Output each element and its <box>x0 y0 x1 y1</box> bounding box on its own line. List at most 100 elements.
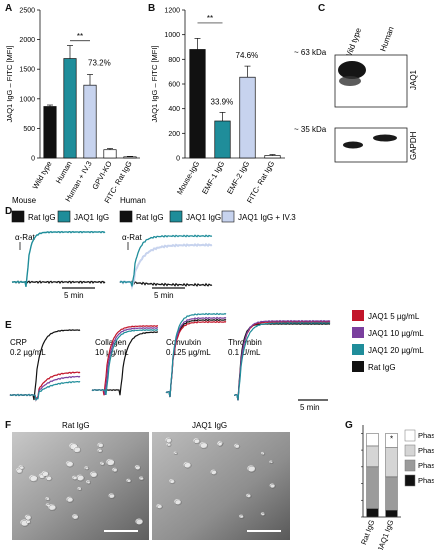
legend-label-rat-igg: Rat IgG <box>28 213 56 222</box>
platelet-shadow <box>100 462 105 466</box>
platelet-shadow <box>73 447 82 454</box>
platelet-shadow <box>193 438 201 445</box>
x-tick-label: EMF-2 IgG <box>225 159 251 195</box>
percent-label: 73.2% <box>88 59 111 68</box>
y-tick-label: 2500 <box>19 8 35 15</box>
panel-letter-g: G <box>345 420 353 431</box>
bar <box>123 156 137 159</box>
panel-letter-e: E <box>5 320 12 331</box>
bar <box>264 155 281 159</box>
y-tick-label: 1500 <box>19 67 35 74</box>
panel-letter-d: D <box>5 206 13 217</box>
y-tick-label: 0 <box>176 156 180 163</box>
x-tick-label: JAQ1 IgG <box>376 518 396 550</box>
platelet-shadow <box>86 480 92 485</box>
trace-convulxin-jaq1-5 <box>165 320 227 398</box>
panel-e-aggregation-traces: CRP 0.2 µg/mL Collagen 10 µg/mL Convulxi… <box>9 310 424 412</box>
platelet-shadow <box>135 519 144 526</box>
legend-swatch <box>404 444 416 457</box>
platelet-shadow <box>239 515 245 519</box>
trace-human-jaq1-igg <box>119 234 213 287</box>
platelet-jaq1 <box>173 451 177 455</box>
blot-label-jaq1: JAQ1 <box>409 69 418 90</box>
significance-stars: ** <box>77 32 83 41</box>
legend-label: Phase 3 <box>418 446 434 455</box>
panel-letter-c: C <box>318 3 326 14</box>
blot-band-gapdh-human <box>373 134 397 142</box>
platelet-shadow <box>184 462 192 469</box>
platelet-shadow <box>135 465 142 471</box>
x-tick-label: Mouse-IgG <box>175 159 201 196</box>
platelet-shadow <box>246 494 252 499</box>
bar <box>214 120 231 159</box>
y-tick-label: 600 <box>168 82 180 89</box>
legend-swatch-human-rat-igg <box>119 210 133 223</box>
legend-label-human-rat-igg: Rat IgG <box>136 213 164 222</box>
legend-label: Phase 2 <box>418 461 434 470</box>
legend-swatch-rat-igg-e <box>352 361 364 372</box>
platelet-shadow <box>19 465 25 471</box>
platelet-shadow <box>211 470 218 476</box>
mw-marker-top: ~ 63 kDa <box>294 48 327 57</box>
micrograph-jaq1-igg <box>152 432 290 540</box>
legend-label: Phase 4 <box>418 431 434 440</box>
trace-thrombin-jaq1-5 <box>234 320 331 401</box>
trace-convulxin-jaq1-20 <box>165 312 227 398</box>
platelet-shadow <box>156 504 163 510</box>
platelet-shadow <box>167 443 172 447</box>
stimulus-label-mouse: α-Rat <box>15 233 36 242</box>
panel-c-western-blot: Wild type Human ~ 63 kDa ~ 35 kDa JAQ1 G… <box>294 25 418 163</box>
trace-human-rat-igg <box>119 280 213 287</box>
y-tick-label: 0 <box>31 156 35 163</box>
mw-marker-bottom: ~ 35 kDa <box>294 125 327 134</box>
platelet-shadow <box>109 493 116 499</box>
micrograph-rat-igg <box>12 432 149 540</box>
legend-swatch-jaq1-5 <box>352 310 364 321</box>
blot-band-gapdh-wild-type <box>343 141 363 149</box>
y-tick-label: 1200 <box>164 8 180 15</box>
platelet-shadow <box>106 459 116 467</box>
stimulus-convulxin-dose: 0.125 µg/mL <box>166 348 211 357</box>
stacked-segment <box>366 466 379 509</box>
platelet-shadow <box>46 497 51 502</box>
x-tick-label: Rat IgG <box>359 518 376 546</box>
y-tick-label: 400 <box>168 106 180 113</box>
y-tick-label: 2000 <box>19 37 35 44</box>
platelet-shadow <box>66 461 74 468</box>
y-tick-label: 1000 <box>19 96 35 103</box>
stimulus-label-human: α-Rat <box>122 233 143 242</box>
stacked-segment <box>385 447 398 478</box>
platelet-shadow <box>97 443 104 449</box>
platelet-shadow <box>174 452 178 456</box>
platelet-shadow <box>139 476 145 481</box>
platelet-shadow <box>169 479 176 485</box>
blot-label-gapdh: GAPDH <box>409 131 418 160</box>
panel-letter-b: B <box>148 3 156 14</box>
platelet-shadow <box>90 471 98 478</box>
x-tick-label: Human <box>54 160 74 185</box>
panel-d-mouse-title: Mouse <box>12 196 37 205</box>
trace-crp-jaq1-20 <box>9 380 81 402</box>
stacked-segment <box>366 445 379 468</box>
legend-swatch <box>404 429 416 442</box>
bar <box>43 106 57 159</box>
bar <box>189 49 206 159</box>
platelet-shadow <box>261 452 266 456</box>
platelet-shadow <box>20 519 30 527</box>
bar <box>83 84 97 159</box>
platelet-shadow <box>16 468 23 474</box>
panel-a-bar-chart: 0 500 1000 1500 2000 2500 JAQ1 IgG – FITC [MFI… <box>5 8 140 205</box>
scale-bar-mouse-label: 5 min <box>64 291 84 300</box>
platelet-rat <box>97 442 103 448</box>
platelet-rat <box>77 487 82 490</box>
legend-swatch-jaq1-20 <box>352 344 364 355</box>
platelet-shadow <box>72 514 80 520</box>
platelet-shadow <box>42 471 50 478</box>
platelet-shadow <box>217 442 223 447</box>
legend-swatch-jaq1-igg <box>57 210 71 223</box>
trace-human-jaq1-iv3 <box>119 242 213 290</box>
y-tick-label: 500 <box>23 126 35 133</box>
panel-b-bar-chart: 0 200 400 600 800 1000 1200 JAQ1 IgG – FITC [MF… <box>150 8 285 205</box>
bar <box>239 76 256 159</box>
blot-band-jaq1-smear <box>339 76 361 86</box>
